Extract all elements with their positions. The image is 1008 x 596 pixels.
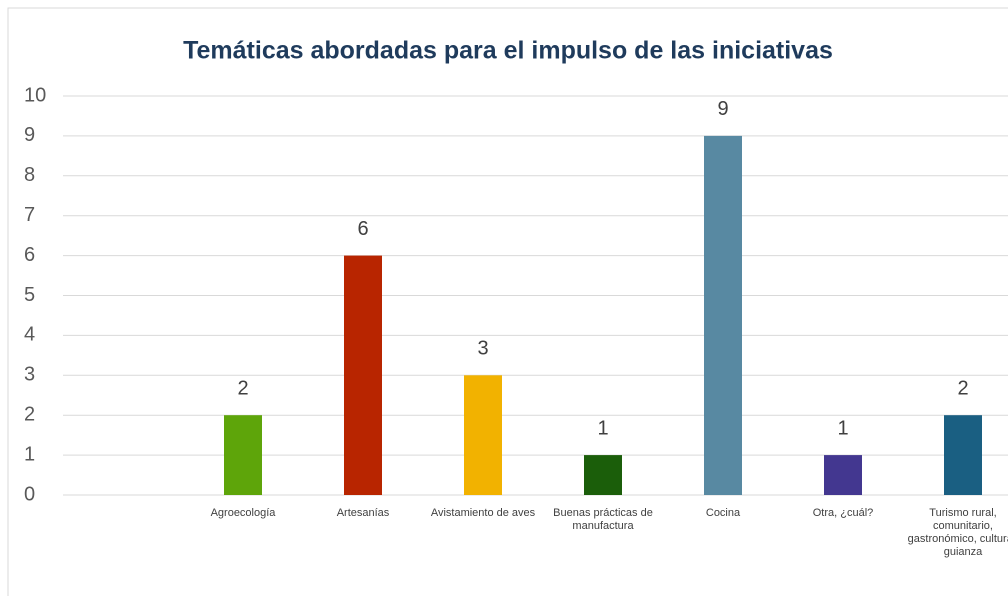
x-tick-label: Turismo rural, comunitario, gastronómico…	[907, 507, 1008, 558]
x-tick-label: Buenas prácticas de manufactura	[553, 507, 653, 532]
data-label: 2	[237, 377, 248, 399]
x-tick-label: Artesanías	[336, 507, 390, 519]
x-tick-label: Agroecología	[210, 507, 276, 519]
x-tick-label: Avistamiento de aves	[430, 507, 536, 519]
y-tick-label: 4	[24, 324, 35, 346]
y-tick-label: 7	[24, 204, 35, 226]
chart-frame	[7, 7, 1008, 596]
y-tick-label: 0	[24, 483, 35, 505]
data-label: 2	[957, 377, 968, 399]
y-tick-label: 2	[24, 403, 35, 425]
y-tick-label: 5	[24, 284, 35, 306]
y-tick-label: 3	[24, 364, 35, 386]
bar	[944, 415, 982, 495]
x-tick-label: Otra, ¿cuál?	[812, 507, 874, 519]
y-tick-label: 10	[24, 84, 46, 106]
y-tick-label: 8	[24, 164, 35, 186]
data-label: 1	[837, 417, 848, 439]
bar	[344, 255, 382, 495]
bar	[224, 415, 262, 495]
data-label: 1	[597, 417, 608, 439]
y-tick-label: 1	[24, 443, 35, 465]
data-label: 9	[717, 98, 728, 120]
x-tick-label: Cocina	[705, 507, 741, 519]
y-tick-label: 6	[24, 244, 35, 266]
y-tick-label: 9	[24, 124, 35, 146]
bar	[824, 455, 862, 495]
chart-title: Temáticas abordadas para el impulso de l…	[183, 37, 833, 65]
bar	[464, 375, 502, 495]
data-label: 3	[477, 338, 488, 360]
bar	[584, 455, 622, 495]
data-label: 6	[357, 218, 368, 240]
bar	[704, 135, 742, 495]
